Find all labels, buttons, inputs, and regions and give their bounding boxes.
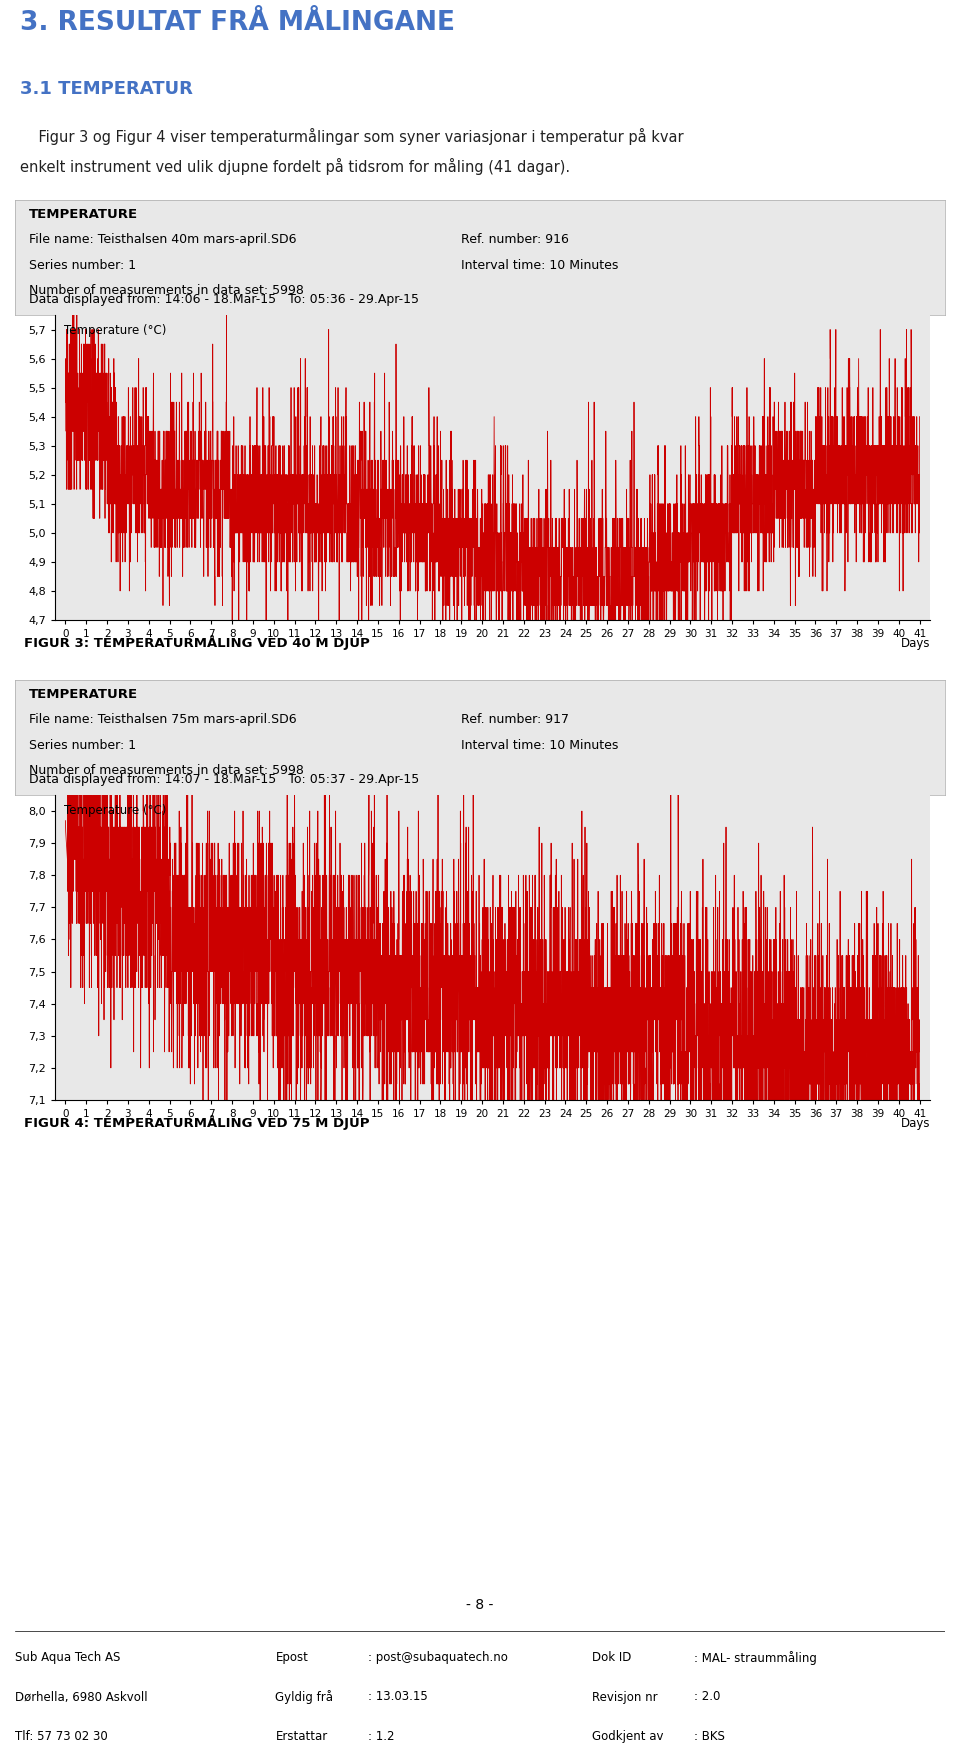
Text: Revisjon nr: Revisjon nr — [591, 1691, 658, 1703]
Text: : 13.03.15: : 13.03.15 — [369, 1691, 428, 1703]
Text: Series number: 1: Series number: 1 — [29, 259, 136, 271]
Text: TEMPERATURE: TEMPERATURE — [29, 689, 138, 701]
Text: TEMPERATURE: TEMPERATURE — [29, 208, 138, 222]
Text: File name: Teisthalsen 40m mars-april.SD6: File name: Teisthalsen 40m mars-april.SD… — [29, 234, 297, 247]
Text: Gyldig frå: Gyldig frå — [276, 1691, 333, 1705]
Text: Erstattar: Erstattar — [276, 1729, 327, 1743]
Text: - 8 -: - 8 - — [467, 1597, 493, 1611]
Text: Series number: 1: Series number: 1 — [29, 738, 136, 752]
Text: Tlf: 57 73 02 30: Tlf: 57 73 02 30 — [15, 1729, 108, 1743]
Text: : post@subaquatech.no: : post@subaquatech.no — [369, 1652, 508, 1664]
Text: : MAL- straummåling: : MAL- straummåling — [694, 1652, 817, 1664]
Text: Days: Days — [900, 1116, 930, 1131]
Text: Number of measurements in data set: 5998: Number of measurements in data set: 5998 — [29, 764, 303, 777]
Text: Days: Days — [900, 637, 930, 650]
Text: Data displayed from: 14:07 - 18.Mar-15   To: 05:37 - 29.Apr-15: Data displayed from: 14:07 - 18.Mar-15 T… — [29, 773, 420, 785]
Text: Epost: Epost — [276, 1652, 308, 1664]
Text: : 2.0: : 2.0 — [694, 1691, 720, 1703]
Text: 3.1 TEMPERATUR: 3.1 TEMPERATUR — [20, 81, 193, 99]
Text: : 1.2: : 1.2 — [369, 1729, 395, 1743]
Text: Godkjent av: Godkjent av — [591, 1729, 663, 1743]
Text: Dørhella, 6980 Askvoll: Dørhella, 6980 Askvoll — [15, 1691, 148, 1703]
Text: Ref. number: 916: Ref. number: 916 — [462, 234, 569, 247]
Text: FIGUR 3: TEMPERATURMÅLING VED 40 M DJUP: FIGUR 3: TEMPERATURMÅLING VED 40 M DJUP — [24, 636, 370, 650]
Text: enkelt instrument ved ulik djupne fordelt på tidsrom for måling (41 dagar).: enkelt instrument ved ulik djupne fordel… — [20, 158, 570, 174]
Text: Dok ID: Dok ID — [591, 1652, 631, 1664]
Text: Data displayed from: 14:06 - 18.Mar-15   To: 05:36 - 29.Apr-15: Data displayed from: 14:06 - 18.Mar-15 T… — [29, 292, 419, 306]
Text: Figur 3 og Figur 4 viser temperaturmålingar som syner variasjonar i temperatur p: Figur 3 og Figur 4 viser temperaturmålin… — [20, 129, 684, 146]
Text: Temperature (°C): Temperature (°C) — [63, 324, 166, 336]
Text: File name: Teisthalsen 75m mars-april.SD6: File name: Teisthalsen 75m mars-april.SD… — [29, 713, 297, 726]
Text: Ref. number: 917: Ref. number: 917 — [462, 713, 569, 726]
Text: Number of measurements in data set: 5998: Number of measurements in data set: 5998 — [29, 284, 303, 298]
Text: Sub Aqua Tech AS: Sub Aqua Tech AS — [15, 1652, 120, 1664]
Text: FIGUR 4: TEMPERATURMÅLING VED 75 M DJUP: FIGUR 4: TEMPERATURMÅLING VED 75 M DJUP — [24, 1115, 370, 1131]
Text: Temperature (°C): Temperature (°C) — [63, 805, 166, 817]
Text: Interval time: 10 Minutes: Interval time: 10 Minutes — [462, 738, 619, 752]
Text: 3. RESULTAT FRÅ MÅLINGANE: 3. RESULTAT FRÅ MÅLINGANE — [20, 11, 455, 35]
Text: Interval time: 10 Minutes: Interval time: 10 Minutes — [462, 259, 619, 271]
Text: : BKS: : BKS — [694, 1729, 725, 1743]
